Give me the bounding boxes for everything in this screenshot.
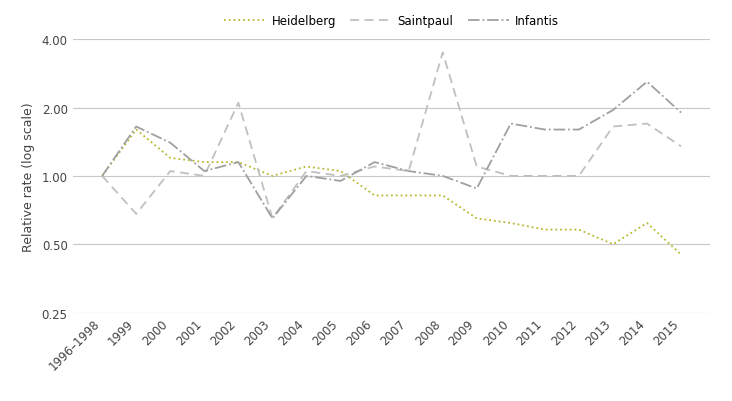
- Infantis: [234, 160, 243, 165]
- Saintpaul: [98, 174, 107, 179]
- Saintpaul: [575, 174, 583, 179]
- Heidelberg: [507, 221, 515, 226]
- Saintpaul: [507, 174, 515, 179]
- Saintpaul: [200, 174, 209, 179]
- Infantis: [132, 125, 141, 130]
- Heidelberg: [370, 194, 379, 198]
- Infantis: [472, 186, 481, 191]
- Heidelberg: [166, 156, 175, 161]
- Line: Saintpaul: Saintpaul: [102, 53, 681, 219]
- Legend: Heidelberg, Saintpaul, Infantis: Heidelberg, Saintpaul, Infantis: [220, 10, 564, 33]
- Heidelberg: [404, 194, 413, 198]
- Saintpaul: [302, 169, 311, 174]
- Saintpaul: [234, 101, 243, 106]
- Infantis: [643, 80, 651, 85]
- Heidelberg: [302, 165, 311, 170]
- Infantis: [268, 217, 277, 221]
- Infantis: [404, 169, 413, 174]
- Heidelberg: [234, 160, 243, 165]
- Heidelberg: [643, 221, 651, 226]
- Heidelberg: [472, 217, 481, 221]
- Heidelberg: [540, 228, 549, 233]
- Infantis: [676, 111, 685, 116]
- Infantis: [507, 122, 515, 127]
- Infantis: [608, 108, 617, 113]
- Heidelberg: [336, 169, 345, 174]
- Saintpaul: [608, 125, 617, 130]
- Heidelberg: [575, 228, 583, 233]
- Saintpaul: [540, 174, 549, 179]
- Heidelberg: [676, 253, 685, 257]
- Line: Infantis: Infantis: [102, 83, 681, 219]
- Saintpaul: [472, 165, 481, 170]
- Infantis: [370, 160, 379, 165]
- Infantis: [166, 141, 175, 146]
- Saintpaul: [404, 169, 413, 174]
- Infantis: [438, 174, 447, 179]
- Infantis: [200, 169, 209, 174]
- Heidelberg: [200, 160, 209, 165]
- Saintpaul: [166, 169, 175, 174]
- Heidelberg: [438, 194, 447, 198]
- Saintpaul: [676, 144, 685, 149]
- Infantis: [302, 174, 311, 179]
- Saintpaul: [336, 174, 345, 179]
- Saintpaul: [370, 165, 379, 170]
- Saintpaul: [268, 217, 277, 221]
- Infantis: [540, 128, 549, 133]
- Heidelberg: [132, 128, 141, 133]
- Saintpaul: [438, 51, 447, 56]
- Infantis: [98, 174, 107, 179]
- Heidelberg: [98, 174, 107, 179]
- Heidelberg: [608, 242, 617, 247]
- Saintpaul: [132, 212, 141, 217]
- Heidelberg: [268, 174, 277, 179]
- Y-axis label: Relative rate (log scale): Relative rate (log scale): [22, 102, 34, 251]
- Saintpaul: [643, 122, 651, 127]
- Infantis: [575, 128, 583, 133]
- Infantis: [336, 179, 345, 184]
- Line: Heidelberg: Heidelberg: [102, 130, 681, 255]
